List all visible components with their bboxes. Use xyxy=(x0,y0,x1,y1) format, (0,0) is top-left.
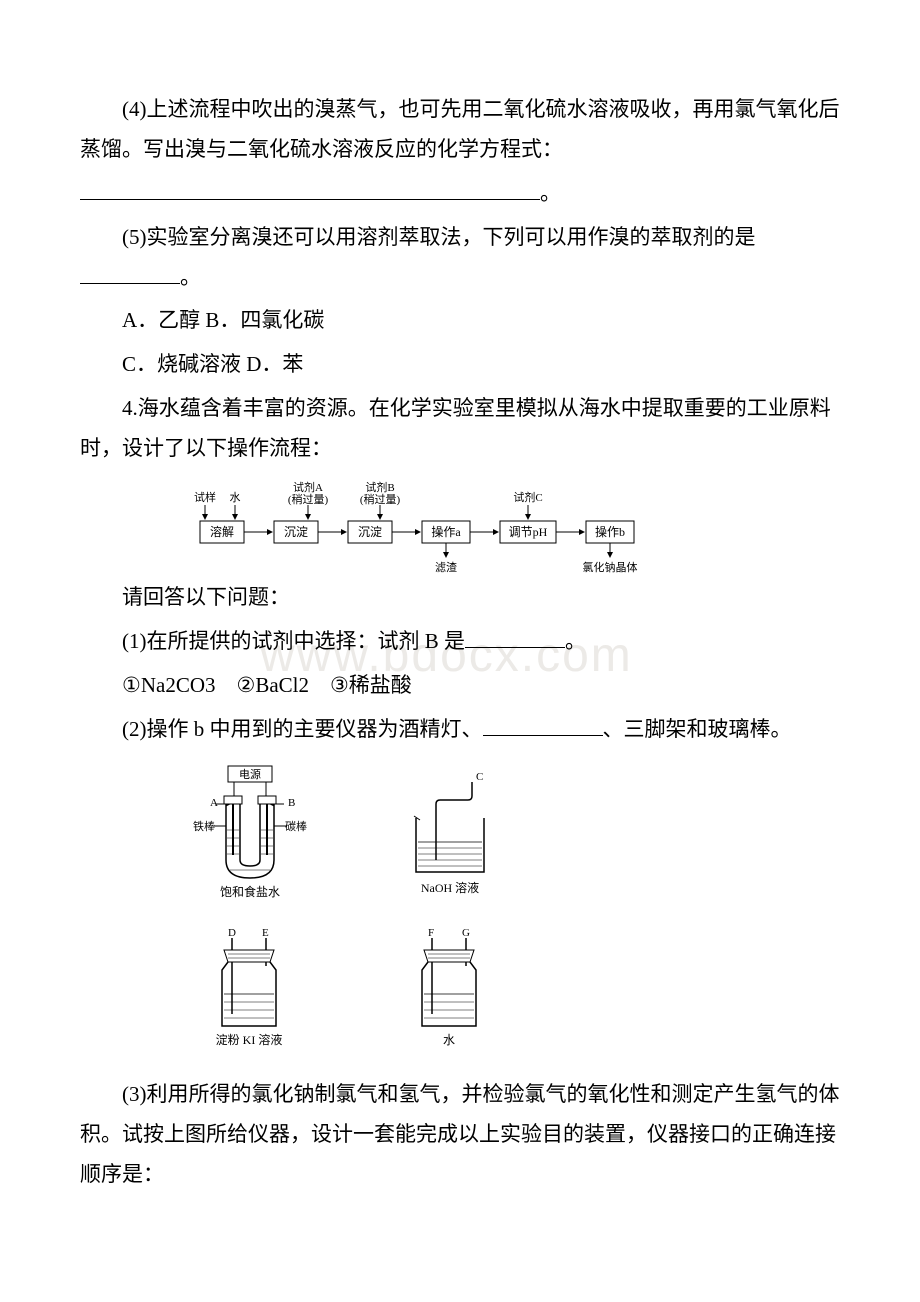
period: 。 xyxy=(565,629,586,653)
q5-options-ab: A．乙醇 B．四氯化碳 xyxy=(80,301,840,341)
svg-text:G: G xyxy=(462,927,470,939)
q4-text: (4)上述流程中吹出的溴蒸气，也可先用二氧化硫水溶液吸收，再用氯气氧化后蒸馏。写… xyxy=(80,97,839,161)
q5-text: (5)实验室分离溴还可以用溶剂萃取法，下列可以用作溴的萃取剂的是 xyxy=(122,225,755,249)
q5-options-cd: C．烧碱溶液 D．苯 xyxy=(80,345,840,385)
svg-text:滤渣: 滤渣 xyxy=(435,560,457,574)
answer-blank[interactable] xyxy=(80,178,540,200)
svg-text:电源: 电源 xyxy=(239,767,261,781)
svg-text:沉淀: 沉淀 xyxy=(284,525,308,539)
p4-please: 请回答以下问题： xyxy=(80,578,840,618)
svg-text:(稍过量): (稍过量) xyxy=(288,492,329,506)
svg-text:溶解: 溶解 xyxy=(210,524,234,539)
diagram-bottle-fg: F G 水 xyxy=(380,922,520,1061)
svg-text:水: 水 xyxy=(443,1033,455,1047)
svg-text:淀粉 KI 溶液: 淀粉 KI 溶液 xyxy=(216,1032,283,1047)
p4-q2b: 、三脚架和玻璃棒。 xyxy=(603,717,792,741)
svg-text:调节pH: 调节pH xyxy=(509,525,548,539)
svg-text:A: A xyxy=(210,797,218,809)
q5-paragraph: (5)实验室分离溴还可以用溶剂萃取法，下列可以用作溴的萃取剂的是。 xyxy=(80,218,840,298)
answer-blank[interactable] xyxy=(483,714,603,736)
diagram-electrolysis: 电源 A B xyxy=(180,760,320,909)
period: 。 xyxy=(180,265,201,289)
svg-text:试剂B: 试剂B xyxy=(365,480,394,494)
svg-text:碳棒: 碳棒 xyxy=(285,819,307,833)
diagram-beaker: C NaOH 溶液 xyxy=(380,760,520,909)
svg-text:试剂A: 试剂A xyxy=(293,480,323,494)
q4-paragraph: (4)上述流程中吹出的溴蒸气，也可先用二氧化硫水溶液吸收，再用氯气氧化后蒸馏。写… xyxy=(80,90,840,170)
svg-text:操作b: 操作b xyxy=(595,524,625,539)
flowchart-diagram: 试样 水 试剂A (稍过量) 试剂B (稍过量) 试剂C 溶解 沉淀 沉淀 xyxy=(180,479,840,574)
svg-text:试剂C: 试剂C xyxy=(513,490,542,504)
apparatus-diagrams: 电源 A B xyxy=(180,760,840,1061)
document-body: (4)上述流程中吹出的溴蒸气，也可先用二氧化硫水溶液吸收，再用氯气氧化后蒸馏。写… xyxy=(80,90,840,1195)
svg-text:操作a: 操作a xyxy=(431,524,461,539)
answer-blank[interactable] xyxy=(465,626,565,648)
svg-text:氯化钠晶体: 氯化钠晶体 xyxy=(583,560,638,574)
p4-q2a: (2)操作 b 中用到的主要仪器为酒精灯、 xyxy=(122,717,483,741)
svg-text:C: C xyxy=(476,771,483,783)
svg-text:E: E xyxy=(262,927,269,939)
p4-q1-text: (1)在所提供的试剂中选择：试剂 B 是 xyxy=(122,629,465,653)
flowchart-svg: 试样 水 试剂A (稍过量) 试剂B (稍过量) 试剂C 溶解 沉淀 沉淀 xyxy=(180,479,720,574)
svg-text:沉淀: 沉淀 xyxy=(358,525,382,539)
answer-blank[interactable] xyxy=(80,262,180,284)
p4-q2: (2)操作 b 中用到的主要仪器为酒精灯、 、三脚架和玻璃棒。 xyxy=(80,710,840,750)
svg-text:水: 水 xyxy=(230,491,241,504)
svg-text:试样: 试样 xyxy=(194,490,216,504)
svg-text:饱和食盐水: 饱和食盐水 xyxy=(220,884,280,899)
svg-text:NaOH 溶液: NaOH 溶液 xyxy=(421,880,479,895)
q4-blank-line: 。 xyxy=(80,174,840,214)
p4-q1: (1)在所提供的试剂中选择：试剂 B 是 。 xyxy=(80,622,840,662)
svg-text:F: F xyxy=(428,927,434,939)
p4-q1-opts: Na2CO3 ②BaCl2 ③稀盐酸 xyxy=(141,673,412,697)
opt-circle: ① xyxy=(122,673,141,697)
period: 。 xyxy=(540,181,561,205)
p4-q1-options: ①Na2CO3 ②BaCl2 ③稀盐酸 xyxy=(80,666,840,706)
diagram-bottle-de: D E xyxy=(180,922,320,1061)
svg-text:铁棒: 铁棒 xyxy=(193,819,215,833)
p4-intro: 4.海水蕴含着丰富的资源。在化学实验室里模拟从海水中提取重要的工业原料时，设计了… xyxy=(80,389,840,469)
svg-text:(稍过量): (稍过量) xyxy=(360,492,401,506)
svg-text:B: B xyxy=(288,797,295,809)
p4-q3: (3)利用所得的氯化钠制氯气和氢气，并检验氯气的氧化性和测定产生氢气的体积。试按… xyxy=(80,1075,840,1195)
svg-text:D: D xyxy=(228,927,236,939)
